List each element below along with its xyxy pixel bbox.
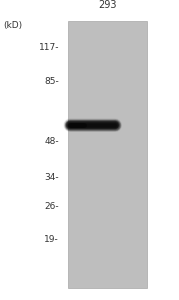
Text: 34-: 34- bbox=[44, 173, 59, 182]
Text: (kD): (kD) bbox=[4, 21, 23, 30]
Text: 19-: 19- bbox=[44, 235, 59, 244]
Text: 26-: 26- bbox=[44, 202, 59, 211]
Text: 293: 293 bbox=[98, 1, 117, 10]
Text: 48-: 48- bbox=[44, 137, 59, 146]
Text: 117-: 117- bbox=[38, 43, 59, 52]
Text: 85-: 85- bbox=[44, 76, 59, 85]
FancyBboxPatch shape bbox=[68, 21, 147, 288]
